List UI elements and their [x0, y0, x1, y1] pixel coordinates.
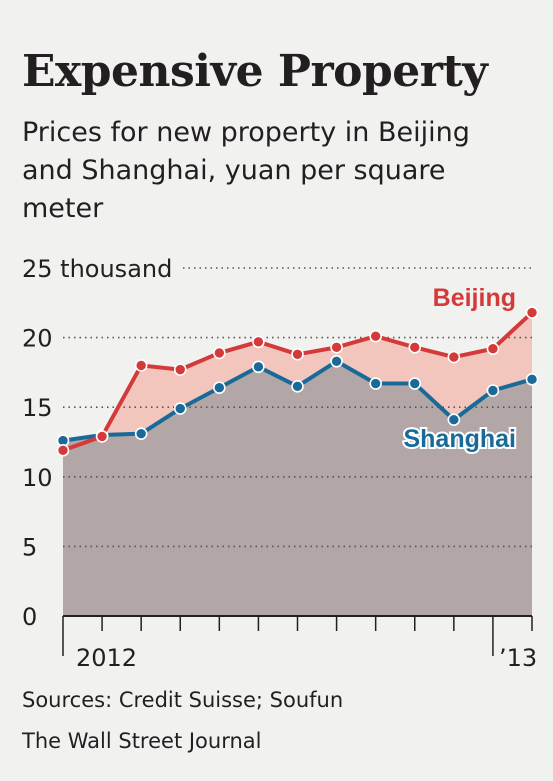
shanghai-label: Shanghai — [403, 425, 516, 453]
chart-title: Expensive Property — [22, 46, 488, 97]
beijing-point — [486, 342, 500, 356]
y-tick-label: 10 — [22, 464, 53, 492]
shanghai-area — [63, 361, 532, 616]
shanghai-point — [134, 427, 148, 440]
y-tick-label: 20 — [22, 325, 53, 353]
beijing-point — [447, 350, 461, 364]
shanghai-point — [173, 402, 187, 415]
y-tick-label: 15 — [22, 394, 53, 422]
beijing-point — [525, 306, 539, 319]
y-tick-label: 25 thousand — [22, 255, 172, 283]
beijing-point — [291, 348, 304, 361]
beijing-point — [173, 363, 187, 376]
beijing-point — [95, 430, 109, 443]
y-tick-label: 0 — [22, 603, 37, 631]
chart-subtitle: Prices for new property in Beijing and S… — [22, 117, 470, 224]
x-tick-label: ’13 — [499, 644, 537, 672]
shanghai-point — [252, 360, 265, 374]
shanghai-point — [525, 373, 539, 386]
shanghai-point — [291, 380, 304, 393]
beijing-point — [408, 341, 422, 354]
shanghai-point — [486, 384, 500, 397]
beijing-point — [369, 329, 382, 343]
shanghai-point — [369, 377, 382, 390]
beijing-label: Beijing — [433, 284, 516, 312]
publisher-credit: The Wall Street Journal — [22, 729, 262, 753]
shanghai-point — [330, 354, 343, 368]
sources-note: Sources: Credit Suisse; Soufun — [22, 688, 344, 712]
shanghai-point — [408, 377, 422, 390]
shanghai-point — [447, 413, 461, 427]
beijing-point — [330, 341, 343, 354]
beijing-point — [56, 444, 70, 457]
y-tick-label: 5 — [22, 533, 37, 561]
beijing-point — [134, 359, 148, 372]
beijing-point — [252, 335, 265, 349]
shanghai-point — [213, 381, 226, 395]
beijing-point — [213, 346, 226, 360]
x-tick-label: 2012 — [76, 644, 137, 672]
